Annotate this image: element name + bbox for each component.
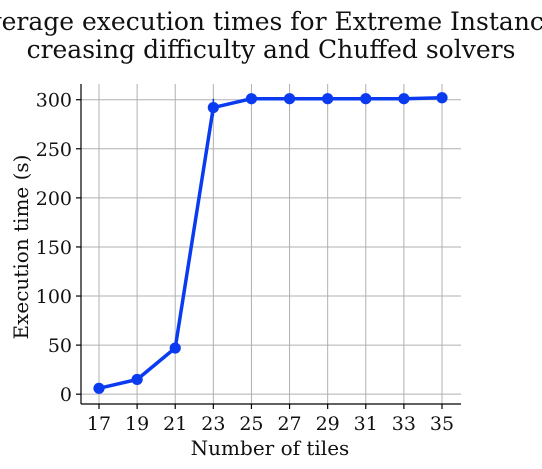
y-tick-label-100: 100 [36,286,72,308]
y-tick-label-200: 200 [36,188,72,210]
x-tick-label-31: 31 [354,413,378,435]
data-point-23 [207,101,219,114]
data-point-25 [245,93,258,105]
data-point-33 [398,93,410,105]
x-tick-label-17: 17 [87,413,111,435]
x-tick-label-19: 19 [125,413,149,435]
y-tick-label-300: 300 [36,90,72,112]
x-tick-label-21: 21 [163,413,187,435]
ticks: 17 19 21 23 25 27 29 31 33 35 0 50 100 150 200 250 300 [36,90,454,435]
x-tick-label-35: 35 [430,413,454,435]
y-tick-label-0: 0 [60,384,72,406]
grid [81,84,461,404]
data-point-29 [322,93,334,105]
x-axis-label: Number of tiles [191,436,350,460]
axes [80,84,461,405]
x-tick-label-23: 23 [201,413,225,435]
y-axis-label: Execution time (s) [9,155,33,340]
data-point-35 [436,92,448,104]
data-point-17 [93,382,105,394]
data-point-21 [169,342,181,354]
data-point-27 [283,93,296,105]
x-tick-label-27: 27 [277,413,301,435]
data-series [93,92,448,394]
y-tick-label-250: 250 [36,139,72,161]
y-tick-label-150: 150 [36,237,72,259]
x-tick-label-25: 25 [239,413,263,435]
chart-title-line-1: Average execution times for Extreme Inst… [0,7,542,36]
x-tick-label-29: 29 [316,413,340,435]
data-point-19 [131,373,143,386]
x-tick-label-33: 33 [392,413,416,435]
series-line-0 [98,95,443,391]
chart-title-line-2: creasing difficulty and Chuffed solvers [27,35,516,64]
y-tick-label-50: 50 [48,335,72,357]
data-point-31 [360,93,372,105]
